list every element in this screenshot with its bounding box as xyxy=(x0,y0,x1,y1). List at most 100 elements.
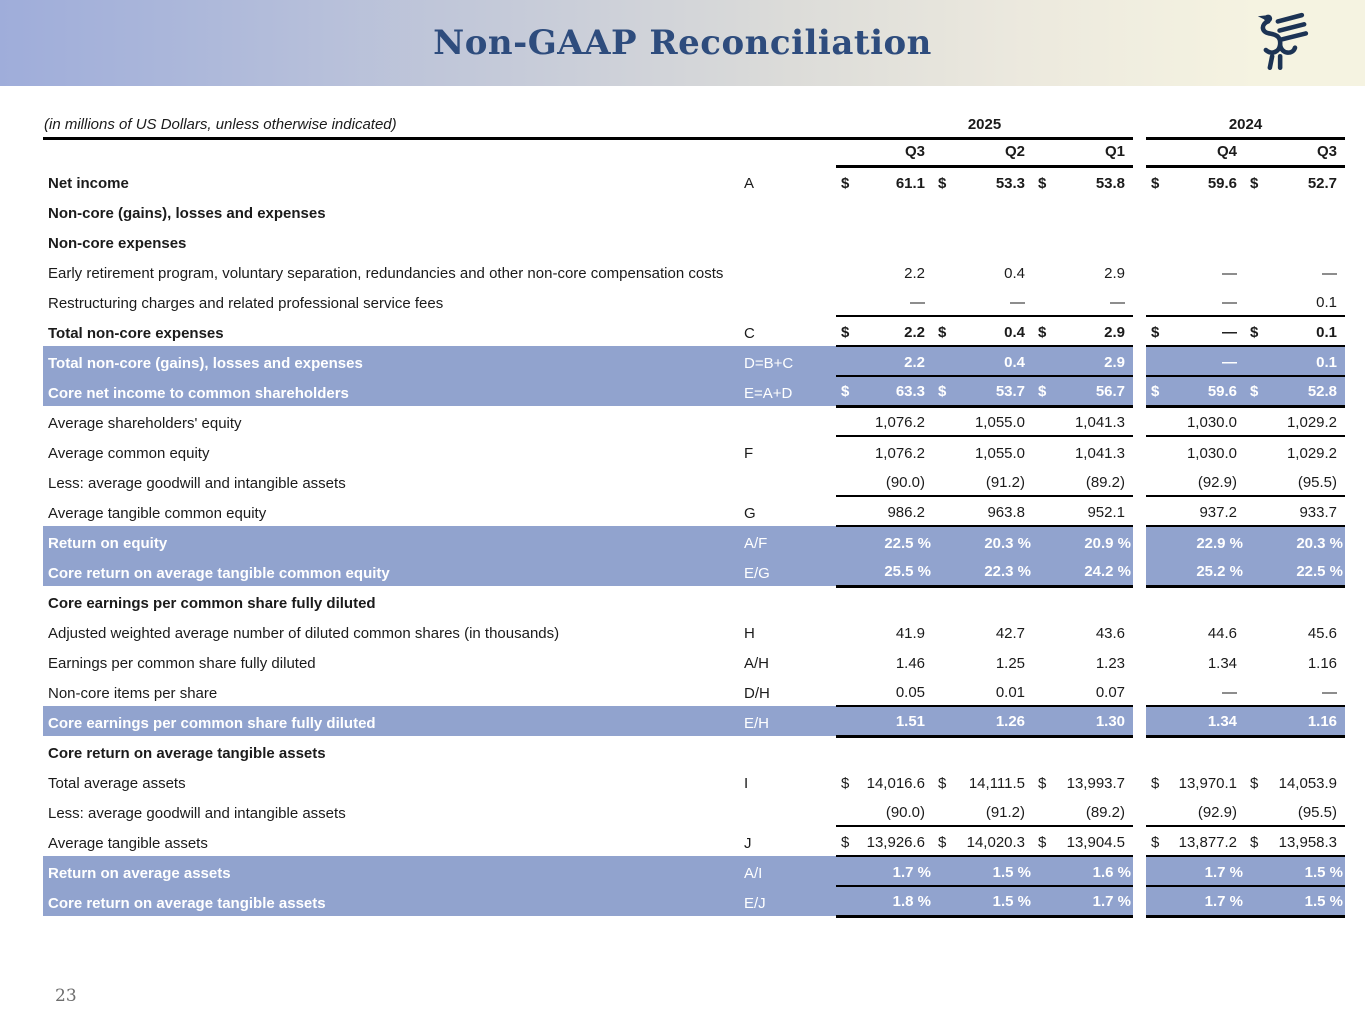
column-gap xyxy=(1133,886,1147,917)
column-gap xyxy=(1133,226,1147,257)
cell-value: 1.34 xyxy=(1146,646,1245,676)
currency-symbol: $ xyxy=(938,774,947,792)
row-label: Total non-core expenses xyxy=(48,324,224,342)
row-ref: A xyxy=(744,174,755,192)
value-text: 13,926.6 xyxy=(866,833,926,851)
cell-value: 0.4 xyxy=(933,256,1033,286)
table-row: Core return on average tangible assets E/… xyxy=(43,886,1346,918)
value-text: 63.3 xyxy=(895,383,926,401)
currency-symbol: $ xyxy=(938,323,947,341)
value-text: 1.7 % xyxy=(1204,863,1244,881)
table-row: Core return on average tangible common e… xyxy=(43,556,1346,588)
value-text: 963.8 xyxy=(987,503,1026,521)
table-row: Non-core expenses xyxy=(43,226,1345,257)
page-number: 23 xyxy=(55,986,77,1006)
value-text: 56.7 xyxy=(1095,383,1126,401)
cell-value: 1,055.0 xyxy=(933,406,1034,438)
cell-value: 22.9 % xyxy=(1146,526,1246,557)
row-label: Restructuring charges and related profes… xyxy=(48,294,444,312)
column-gap xyxy=(1133,766,1147,797)
cell-value: 1.34 xyxy=(1146,706,1246,738)
table-row: Less: average goodwill and intangible as… xyxy=(43,796,1346,828)
value-text: 1,076.2 xyxy=(874,444,926,462)
reconciliation-table: (in millions of US Dollars, unless other… xyxy=(43,116,1346,918)
row-ref: D=B+C xyxy=(738,346,837,377)
value-text: 20.3 % xyxy=(984,534,1032,552)
value-text: 22.5 % xyxy=(884,534,932,552)
cell-value: 937.2 xyxy=(1146,496,1246,528)
value-text: 1.7 % xyxy=(892,863,932,881)
value-text: (95.5) xyxy=(1297,473,1338,491)
cell-value: — xyxy=(836,286,934,318)
row-label: Early retirement program, voluntary sepa… xyxy=(48,264,724,282)
quarter-label: Q4 xyxy=(1146,138,1246,168)
cell-value xyxy=(1033,736,1133,766)
currency-symbol: $ xyxy=(1038,774,1047,792)
row-ref: G xyxy=(744,504,756,522)
row-label: Core return on average tangible assets xyxy=(48,744,326,762)
value-text: 20.3 % xyxy=(1296,534,1344,552)
cell-value: $59.6 xyxy=(1146,166,1245,196)
header-banner: Non-GAAP Reconciliation xyxy=(0,0,1365,86)
value-text: 25.2 % xyxy=(1196,563,1244,581)
column-gap xyxy=(1133,196,1147,227)
cell-value: 44.6 xyxy=(1146,616,1245,646)
cell-value: 1.8 % xyxy=(836,886,934,918)
table-row: Total average assets I $14,016.6 $14,111.5 $… xyxy=(43,766,1345,797)
cell-value: 20.9 % xyxy=(1033,526,1134,557)
value-text: 52.8 xyxy=(1307,383,1338,401)
cell-value: — xyxy=(1245,256,1345,286)
cell-value: 0.01 xyxy=(933,676,1034,708)
row-ref: D/H xyxy=(744,684,770,702)
row-label: Adjusted weighted average number of dilu… xyxy=(48,624,560,642)
cell-value: — xyxy=(1033,286,1134,318)
value-text: 1.5 % xyxy=(992,893,1032,911)
value-text: 61.1 xyxy=(895,174,926,192)
cell-value: 1.7 % xyxy=(1146,856,1246,888)
cell-value: 1.5 % xyxy=(1245,886,1346,918)
cell-value xyxy=(933,586,1033,616)
slide-content: (in millions of US Dollars, unless other… xyxy=(0,86,1365,918)
cell-value xyxy=(1245,196,1345,226)
value-text: — xyxy=(1322,264,1338,282)
value-text: 1.26 xyxy=(995,713,1026,731)
value-text: (91.2) xyxy=(985,803,1026,821)
column-gap xyxy=(1133,346,1147,377)
value-text: — xyxy=(1222,293,1238,311)
value-text: 13,993.7 xyxy=(1066,774,1126,792)
row-ref: E/H xyxy=(738,706,837,737)
cell-value: 1,055.0 xyxy=(933,436,1033,466)
value-text: 45.6 xyxy=(1307,624,1338,642)
value-text: 937.2 xyxy=(1199,503,1238,521)
value-text: 1.46 xyxy=(895,654,926,672)
value-text: 14,016.6 xyxy=(866,774,926,792)
value-text: 1.5 % xyxy=(992,863,1032,881)
cell-value: 0.07 xyxy=(1033,676,1134,708)
value-text: 2.9 xyxy=(1104,353,1126,371)
cell-value: (95.5) xyxy=(1245,466,1346,498)
cell-value: $2.2 xyxy=(836,316,934,348)
row-ref: I xyxy=(744,774,749,792)
cell-value: 1,041.3 xyxy=(1033,436,1133,466)
value-text: 43.6 xyxy=(1095,624,1126,642)
value-text: 0.1 xyxy=(1316,293,1338,311)
cell-value: $13,926.6 xyxy=(836,826,934,858)
currency-symbol: $ xyxy=(1250,383,1259,401)
value-text: 1,029.2 xyxy=(1286,413,1338,431)
value-text: 0.1 xyxy=(1316,353,1338,371)
quarter-label: Q1 xyxy=(1033,138,1134,168)
cell-value: (91.2) xyxy=(933,796,1034,828)
cell-value: $53.3 xyxy=(933,166,1033,196)
cell-value: 1.30 xyxy=(1033,706,1134,738)
cell-value xyxy=(1146,736,1245,766)
row-ref: J xyxy=(744,834,752,852)
table-row: Average tangible common equity G 986.2 963.… xyxy=(43,496,1346,528)
value-text: 1.6 % xyxy=(1092,863,1132,881)
row-ref: A/F xyxy=(738,526,837,557)
row-ref xyxy=(738,586,836,616)
row-label: Total average assets xyxy=(48,774,186,792)
row-ref: E/J xyxy=(738,886,837,917)
value-text: 1.7 % xyxy=(1092,893,1132,911)
column-gap xyxy=(1133,166,1147,197)
column-gap xyxy=(1133,796,1147,827)
